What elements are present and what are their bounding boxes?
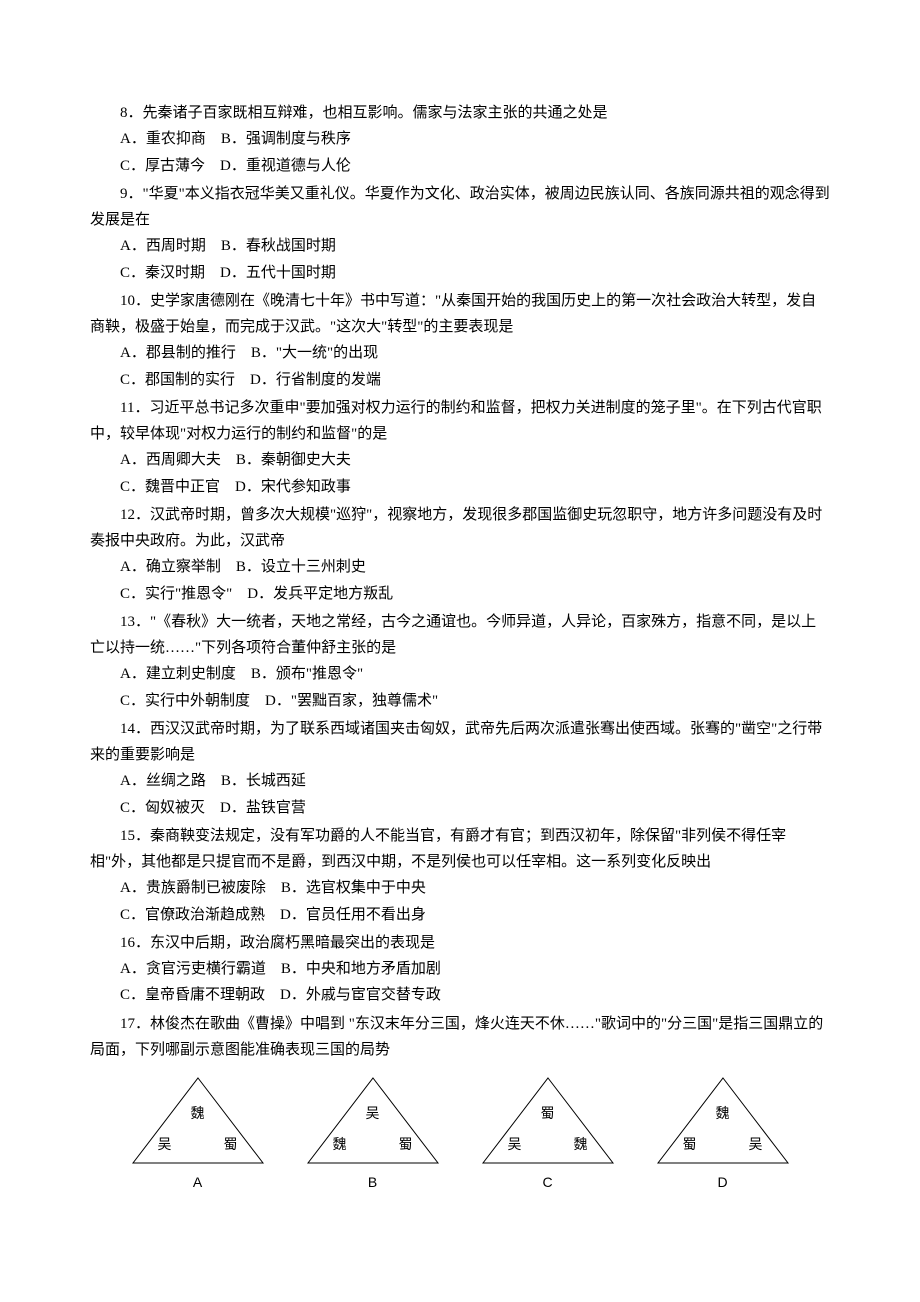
question-text: 12．汉武帝时期，曾多次大规模"巡狩"，视察地方，发现很多郡国监御史玩忽职守，地… (90, 502, 830, 555)
question: 15．秦商鞅变法规定，没有军功爵的人不能当官，有爵才有官；到西汉初年，除保留"非… (90, 823, 830, 928)
option-line: C．魏晋中正官 D．宋代参知政事 (90, 474, 830, 500)
triangle-diagram: 魏吴 蜀A (128, 1073, 268, 1195)
option-line: C．厚古薄今 D．重视道德与人伦 (90, 153, 830, 179)
question-text: 13．"《春秋》大一统者，天地之常经，古今之通谊也。今师异道，人异论，百家殊方，… (90, 609, 830, 662)
apex-label: 吴 (303, 1103, 443, 1128)
base-right-label: 蜀 (399, 1134, 413, 1159)
question: 8．先秦诸子百家既相互辩难，也相互影响。儒家与法家主张的共通之处是A．重农抑商 … (90, 100, 830, 179)
question: 12．汉武帝时期，曾多次大规模"巡狩"，视察地方，发现很多郡国监御史玩忽职守，地… (90, 502, 830, 607)
triangle-wrap: 魏蜀 吴 (653, 1073, 793, 1168)
apex-label: 魏 (128, 1103, 268, 1128)
option-line: C．匈奴被灭 D．盐铁官营 (90, 795, 830, 821)
diagram-label: D (717, 1170, 727, 1195)
option-line: A．丝绸之路 B．长城西延 (90, 768, 830, 794)
option-line: C．皇帝昏庸不理朝政 D．外戚与宦官交替专政 (90, 982, 830, 1008)
option-line: C．郡国制的实行 D．行省制度的发端 (90, 367, 830, 393)
diagram-label: C (542, 1170, 552, 1195)
option-line: A．建立刺史制度 B．颁布"推恩令" (90, 661, 830, 687)
base-left-label: 魏 (333, 1134, 347, 1159)
question: 9．"华夏"本义指衣冠华美又重礼仪。华夏作为文化、政治实体，被周边民族认同、各族… (90, 181, 830, 286)
option-line: C．实行中外朝制度 D．"罢黜百家，独尊儒术" (90, 688, 830, 714)
triangle-diagram: 蜀吴 魏C (478, 1073, 618, 1195)
apex-label: 蜀 (478, 1103, 618, 1128)
triangle-wrap: 魏吴 蜀 (128, 1073, 268, 1168)
question-text: 15．秦商鞅变法规定，没有军功爵的人不能当官，有爵才有官；到西汉初年，除保留"非… (90, 823, 830, 876)
base-left-label: 吴 (508, 1134, 522, 1159)
questions-container: 8．先秦诸子百家既相互辩难，也相互影响。儒家与法家主张的共通之处是A．重农抑商 … (90, 100, 830, 1063)
triangle-diagram: 吴魏 蜀B (303, 1073, 443, 1195)
diagram-label: A (193, 1170, 202, 1195)
question-text: 17．林俊杰在歌曲《曹操》中唱到 "东汉末年分三国，烽火连天不休……"歌词中的"… (90, 1011, 830, 1064)
option-line: A．贪官污吏横行霸道 B．中央和地方矛盾加剧 (90, 956, 830, 982)
question-text: 16．东汉中后期，政治腐朽黑暗最突出的表现是 (90, 930, 830, 956)
question: 14．西汉汉武帝时期，为了联系西域诸国夹击匈奴，武帝先后两次派遣张骞出使西域。张… (90, 716, 830, 821)
question: 11．习近平总书记多次重申"要加强对权力运行的制约和监督，把权力关进制度的笼子里… (90, 395, 830, 500)
question-text: 10．史学家唐德刚在《晚清七十年》书中写道："从秦国开始的我国历史上的第一次社会… (90, 288, 830, 341)
base-right-label: 吴 (749, 1134, 763, 1159)
base-right-label: 蜀 (224, 1134, 238, 1159)
question-text: 11．习近平总书记多次重申"要加强对权力运行的制约和监督，把权力关进制度的笼子里… (90, 395, 830, 448)
triangle-wrap: 吴魏 蜀 (303, 1073, 443, 1168)
question: 16．东汉中后期，政治腐朽黑暗最突出的表现是A．贪官污吏横行霸道 B．中央和地方… (90, 930, 830, 1009)
question-text: 9．"华夏"本义指衣冠华美又重礼仪。华夏作为文化、政治实体，被周边民族认同、各族… (90, 181, 830, 234)
apex-label: 魏 (653, 1103, 793, 1128)
diagram-label: B (368, 1170, 377, 1195)
option-line: A．确立察举制 B．设立十三州刺史 (90, 554, 830, 580)
question: 10．史学家唐德刚在《晚清七十年》书中写道："从秦国开始的我国历史上的第一次社会… (90, 288, 830, 393)
document-page: 8．先秦诸子百家既相互辩难，也相互影响。儒家与法家主张的共通之处是A．重农抑商 … (0, 0, 920, 1255)
base-left-label: 蜀 (683, 1134, 697, 1159)
question: 17．林俊杰在歌曲《曹操》中唱到 "东汉末年分三国，烽火连天不休……"歌词中的"… (90, 1011, 830, 1064)
option-line: C．实行"推恩令" D．发兵平定地方叛乱 (90, 581, 830, 607)
diagram-row: 魏吴蜀A吴魏蜀B蜀吴魏C魏蜀吴D (90, 1073, 830, 1195)
option-line: A．郡县制的推行 B．"大一统"的出现 (90, 340, 830, 366)
option-line: C．官僚政治渐趋成熟 D．官员任用不看出身 (90, 902, 830, 928)
question: 13．"《春秋》大一统者，天地之常经，古今之通谊也。今师异道，人异论，百家殊方，… (90, 609, 830, 714)
question-text: 14．西汉汉武帝时期，为了联系西域诸国夹击匈奴，武帝先后两次派遣张骞出使西域。张… (90, 716, 830, 769)
option-line: A．重农抑商 B．强调制度与秩序 (90, 126, 830, 152)
option-line: A．贵族爵制已被废除 B．选官权集中于中央 (90, 875, 830, 901)
triangle-wrap: 蜀吴 魏 (478, 1073, 618, 1168)
triangle-diagram: 魏蜀 吴D (653, 1073, 793, 1195)
option-line: C．秦汉时期 D．五代十国时期 (90, 260, 830, 286)
base-right-label: 魏 (574, 1134, 588, 1159)
option-line: A．西周卿大夫 B．秦朝御史大夫 (90, 447, 830, 473)
question-text: 8．先秦诸子百家既相互辩难，也相互影响。儒家与法家主张的共通之处是 (90, 100, 830, 126)
option-line: A．西周时期 B．春秋战国时期 (90, 233, 830, 259)
base-left-label: 吴 (158, 1134, 172, 1159)
